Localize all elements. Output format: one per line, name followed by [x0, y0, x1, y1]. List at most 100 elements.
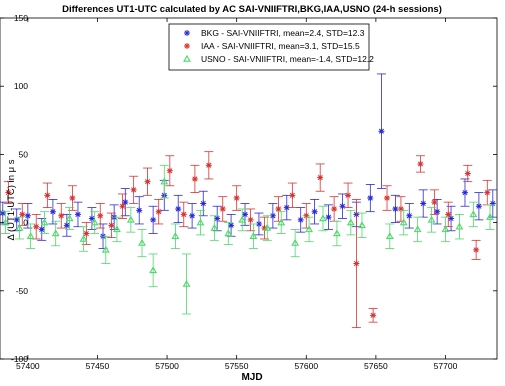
data-point [79, 234, 88, 242]
legend-marker [184, 43, 190, 49]
data-point [486, 213, 494, 220]
plot-area [0, 17, 498, 360]
data-point [24, 212, 31, 219]
y-tick-label: 150 [14, 13, 28, 23]
data-point [88, 215, 95, 222]
data-point [269, 212, 276, 219]
y-tick-label: 0 [23, 218, 28, 228]
data-point [101, 245, 110, 253]
data-point [138, 238, 146, 246]
data-point [445, 211, 452, 218]
data-point [149, 266, 158, 274]
data-point [455, 222, 464, 230]
data-point [431, 199, 438, 206]
data-point [33, 223, 40, 230]
data-point [484, 189, 491, 196]
data-point [238, 215, 247, 223]
y-axis-label: Δ (UT1-UTC) in μ s [6, 159, 17, 240]
data-point [182, 279, 191, 287]
data-point [112, 225, 121, 233]
data-point [303, 212, 310, 219]
data-point [40, 218, 49, 226]
data-point [255, 220, 262, 227]
data-point [130, 186, 137, 193]
data-point [160, 177, 169, 185]
data-point [63, 222, 70, 229]
data-point [58, 212, 65, 219]
data-point [150, 216, 157, 223]
data-point [464, 170, 471, 177]
data-point [406, 212, 413, 219]
data-point [166, 167, 173, 174]
data-point [345, 192, 352, 199]
data-point [448, 215, 455, 222]
legend-markers [183, 30, 191, 62]
data-point [461, 189, 468, 196]
y-tick-label: -50 [16, 286, 29, 296]
data-point [15, 223, 24, 231]
data-point [65, 214, 74, 222]
legend: BKG - SAI-VNIIFTRI, mean=2.4, STD=12.3 I… [168, 23, 374, 71]
data-point [275, 205, 282, 212]
data-point [219, 205, 226, 212]
data-point [283, 204, 290, 211]
data-point [489, 200, 496, 207]
series-2 [1, 164, 495, 315]
data-point [317, 174, 324, 181]
data-point [119, 203, 126, 210]
data-point [399, 218, 408, 226]
data-point [263, 223, 272, 231]
data-point [214, 215, 221, 222]
data-point [191, 175, 198, 182]
x-tick-label: 57400 [16, 361, 40, 371]
data-point [97, 212, 104, 219]
data-point [473, 246, 480, 253]
data-point [305, 225, 314, 233]
data-point [325, 214, 332, 221]
data-point [205, 162, 212, 169]
legend-entry-usno: USNO - SAI-VNIIFTRI, mean=-1.4, STD=12.2 [201, 54, 374, 64]
data-point [346, 218, 355, 226]
data-point [469, 210, 478, 218]
data-point [0, 210, 6, 217]
x-tick-label: 57600 [294, 361, 318, 371]
data-point [200, 200, 207, 207]
data-point [83, 230, 90, 237]
x-tick-label: 57700 [434, 361, 458, 371]
data-point [441, 225, 450, 233]
data-point [196, 218, 205, 226]
data-point [136, 207, 143, 214]
legend-entry-bkg: BKG - SAI-VNIIFTRI, mean=2.4, STD=12.3 [201, 28, 365, 38]
chart-title: Differences UT1-UTC calculated by AC SAI… [62, 4, 442, 15]
y-tick-label: -100 [11, 354, 28, 364]
data-point [44, 192, 51, 199]
data-point [19, 211, 26, 218]
y-tick-label: 100 [14, 81, 28, 91]
data-point [384, 195, 391, 202]
x-tick-label: 57550 [225, 361, 249, 371]
data-point [291, 238, 300, 246]
data-point [417, 160, 424, 167]
data-point [180, 211, 187, 218]
data-point [155, 208, 162, 215]
data-point [289, 192, 296, 199]
data-point [144, 178, 151, 185]
data-point [427, 215, 436, 223]
data-point [242, 211, 249, 218]
x-tick-label: 57500 [155, 361, 179, 371]
data-point [224, 229, 233, 237]
chart-axes: 57400 57450 57500 57550 57600 57650 57700 -100 -… [0, 13, 497, 371]
legend-box [168, 23, 370, 71]
data-point [367, 195, 374, 202]
data-point [74, 211, 81, 218]
data-point [233, 195, 240, 202]
legend-marker [184, 30, 190, 36]
data-point [13, 216, 20, 223]
data-point [420, 200, 427, 207]
data-point [311, 208, 318, 215]
data-point [332, 229, 341, 237]
data-point [5, 189, 12, 196]
data-point [210, 223, 219, 231]
